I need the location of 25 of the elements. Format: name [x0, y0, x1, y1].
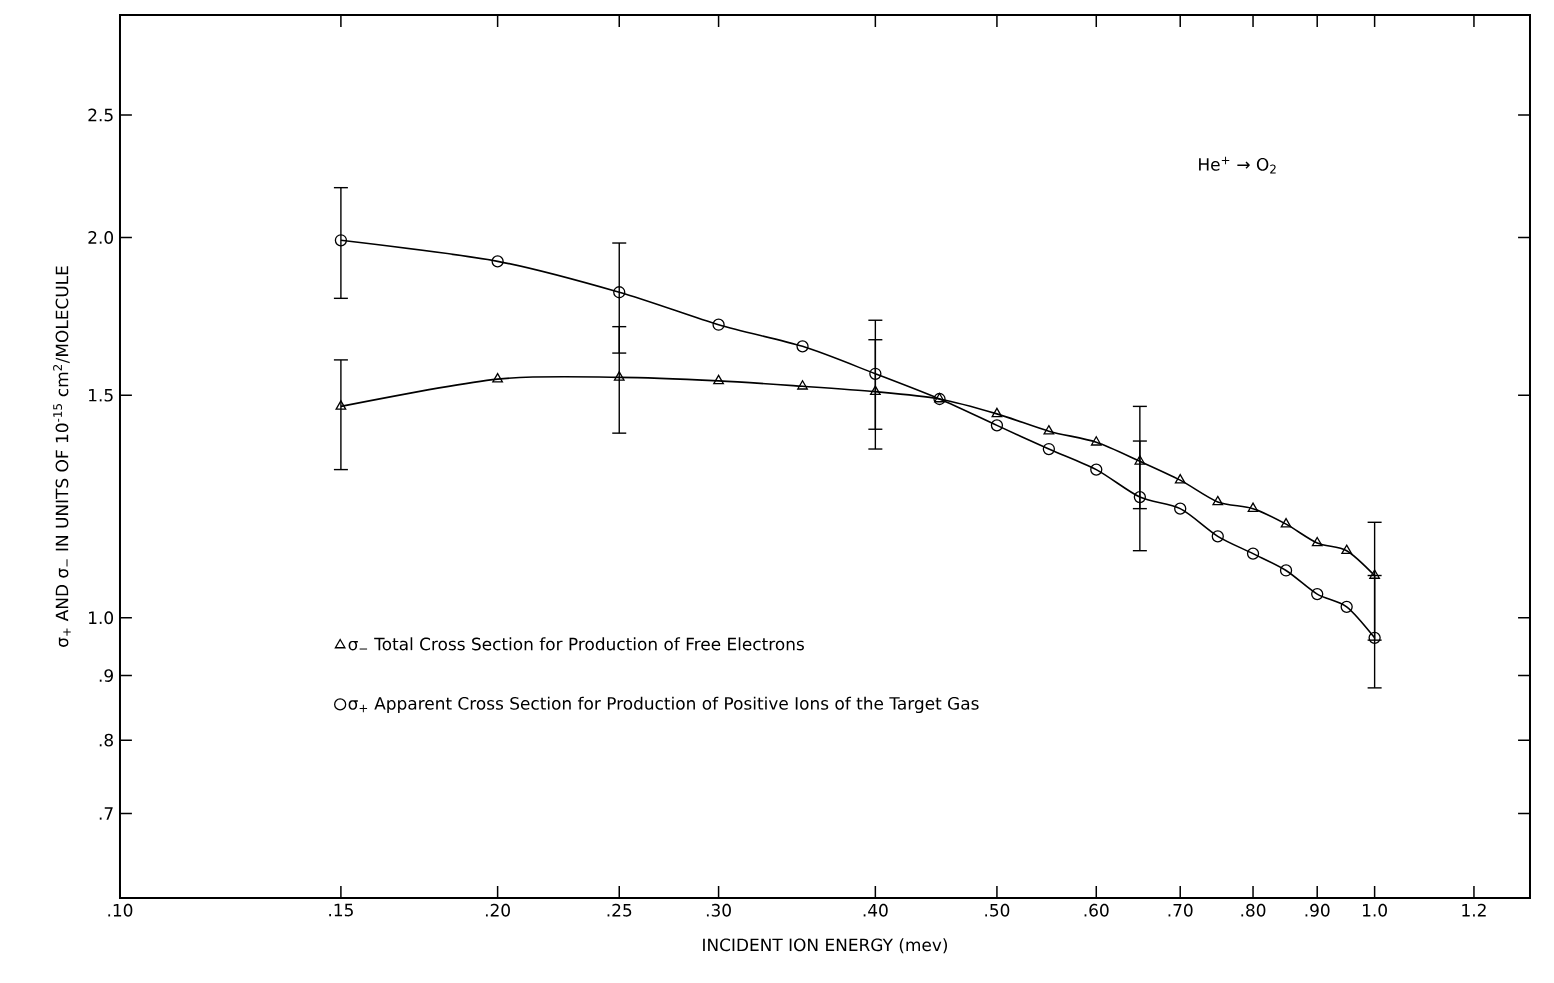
- x-tick-label: .60: [1084, 903, 1109, 917]
- y-tick-label: 1.0: [89, 611, 114, 625]
- x-tick-label: .90: [1305, 903, 1330, 917]
- x-tick-label: .40: [863, 903, 888, 917]
- y-tick-label: .9: [99, 669, 113, 682]
- annotation: He$^{+}$ → O$_{2}$: [1199, 156, 1276, 174]
- y-tick-label: 2.5: [88, 108, 113, 122]
- x-tick-label: .20: [485, 903, 510, 917]
- x-tick-label: .15: [329, 903, 353, 917]
- x-tick-label: .25: [607, 903, 632, 917]
- y-tick-label: 1.5: [89, 389, 113, 402]
- x-tick-label: .30: [706, 903, 731, 917]
- x-tick-label: 1.0: [1363, 903, 1387, 917]
- text: σ$_{+}$ AND σ$_{−}$ IN UNITS OF 10$^{-15}$ cm$^{2}$/MOLECULE: [53, 266, 71, 647]
- y-tick-label: .8: [99, 733, 113, 747]
- legend-label: σ$_{+}$ Apparent Cross Section for Production of Positive Ions of the Target Gas: [348, 696, 979, 714]
- x-tick-label: 1.2: [1462, 903, 1486, 917]
- y-tick-label: 2.0: [88, 231, 114, 244]
- y-tick-label: .7: [99, 807, 113, 820]
- x-tick-label: .80: [1241, 903, 1266, 917]
- x-tick-label: .50: [985, 903, 1010, 917]
- legend-label: σ$_{−}$ Total Cross Section for Production of Free Electrons: [348, 637, 804, 651]
- x-tick-label: .70: [1168, 903, 1193, 917]
- x-axis-title: INCIDENT ION ENERGY (mev): [703, 938, 948, 954]
- x-tick-label: .10: [108, 903, 133, 917]
